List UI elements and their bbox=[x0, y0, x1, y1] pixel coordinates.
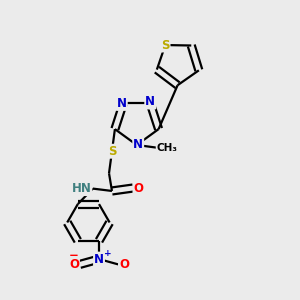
Text: N: N bbox=[133, 139, 143, 152]
Text: N: N bbox=[94, 253, 104, 266]
Text: CH₃: CH₃ bbox=[157, 143, 178, 153]
Text: −: − bbox=[69, 249, 79, 262]
Text: O: O bbox=[134, 182, 143, 194]
Text: O: O bbox=[119, 258, 129, 271]
Text: S: S bbox=[161, 38, 170, 52]
Text: N: N bbox=[117, 97, 127, 110]
Text: O: O bbox=[69, 258, 79, 271]
Text: +: + bbox=[104, 248, 112, 257]
Text: S: S bbox=[108, 145, 116, 158]
Text: HN: HN bbox=[71, 182, 92, 195]
Text: N: N bbox=[145, 95, 155, 109]
